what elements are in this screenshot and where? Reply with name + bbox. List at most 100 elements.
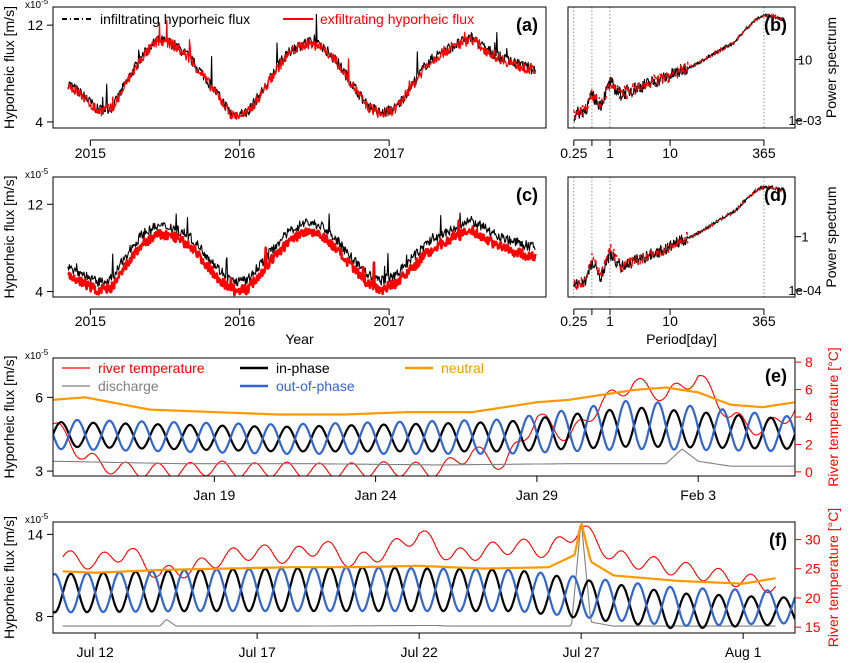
series-line-neutral	[62, 523, 776, 585]
y-tick-label: 12	[27, 17, 43, 33]
x-tick-label: 0.25	[560, 145, 587, 161]
y2-tick-label: 30	[805, 532, 821, 548]
y2-tick-label: 25	[805, 561, 821, 577]
legend-label-exfiltrating: exfiltrating hyporheic flux	[320, 11, 474, 27]
y2-tick-label: 6	[805, 382, 813, 398]
x-tick-label: Jul 27	[562, 644, 600, 660]
series-line-river-temperature	[62, 525, 777, 594]
series-line-discharge	[62, 525, 776, 627]
legend-label: river temperature	[98, 360, 205, 376]
legend-label: in-phase	[276, 360, 330, 376]
plot-frame	[52, 176, 547, 298]
x-tick-label: 2015	[75, 313, 106, 329]
plot-area-c	[67, 212, 537, 297]
spectrum-line-infiltrating	[573, 184, 785, 289]
legend-label: out-of-phase	[276, 378, 355, 394]
series-line-exfiltrating	[67, 19, 537, 120]
x-tick-label: Jul 12	[76, 644, 114, 660]
y-multiplier: x10-5	[25, 512, 49, 526]
legend-panel-e: river temperature discharge in-phase out-of…	[62, 360, 484, 394]
y-axis-label: Hyporheic flux [m/s]	[1, 176, 17, 299]
x-tick-label: Aug 1	[725, 644, 762, 660]
series-line-out-of-phase	[53, 566, 795, 627]
x-tick-label: 2017	[374, 313, 405, 329]
spectrum-line-exfiltrating	[573, 184, 785, 293]
x-tick-label: Jan 29	[516, 487, 558, 503]
spectrum-line-infiltrating	[573, 13, 785, 123]
y-tick-label: 1	[801, 230, 808, 245]
x-axis-label: Year	[285, 331, 314, 347]
x-tick-label: 0.25	[560, 313, 587, 329]
y2-tick-label: 2	[805, 436, 813, 452]
y-tick-label: 4	[35, 284, 43, 300]
y-tick-label: 6	[35, 389, 43, 405]
panel-label: (b)	[764, 15, 787, 35]
panel-e: Jan 19 Jan 24 Jan 29 Feb 3 3 6 x10-5 Hyporheic …	[1, 347, 841, 503]
panel-label: (e)	[765, 366, 787, 386]
y2-tick-label: 20	[805, 590, 821, 606]
series-line-in-phase	[53, 566, 795, 630]
plot-area-b	[573, 7, 786, 128]
y2-tick-label: 4	[805, 409, 813, 425]
y-tick-label: 10	[798, 53, 812, 68]
y2-tick-label: 0	[805, 464, 813, 480]
spectrum-line-exfiltrating	[573, 13, 786, 121]
x-tick-label: Jul 17	[238, 644, 276, 660]
x-tick-label: Jan 24	[355, 487, 397, 503]
x-axis-label: Period[day]	[646, 331, 717, 347]
series-line-out-of-phase	[53, 399, 795, 455]
x-tick-label: 10	[662, 313, 678, 329]
plot-area-f	[53, 523, 795, 630]
panel-a: 2015 2016 2017 4 12 x10-5 Hyporheic flux [m/s]…	[1, 0, 547, 161]
y-tick-label: 8	[35, 609, 43, 625]
plot-frame	[52, 6, 547, 129]
x-tick-label: Feb 3	[680, 487, 716, 503]
y-multiplier: x10-5	[25, 0, 49, 11]
panel-label: (f)	[769, 530, 787, 550]
y-tick-label: 12	[27, 196, 43, 212]
x-tick-label: Jan 19	[193, 487, 235, 503]
plot-frame	[567, 6, 796, 129]
panel-d: 0.25 1 10 365 1e-04 1 Power spectrum (d) Period[…	[560, 176, 839, 347]
y-axis-label: Hyporheic flux [m/s]	[1, 516, 17, 639]
y-multiplier: x10-5	[25, 167, 49, 181]
y-axis-label: Hyporheic flux [m/s]	[1, 6, 17, 129]
x-tick-label: 2017	[374, 145, 405, 161]
panel-label: (a)	[516, 15, 538, 35]
panel-label: (d)	[764, 185, 787, 205]
y2-axis-label: River temperature [°C]	[825, 347, 841, 486]
y2-axis-label: River temperature [°C]	[825, 508, 841, 647]
y-axis-label: Power spectrum	[823, 17, 839, 118]
panel-label: (c)	[516, 185, 538, 205]
panel-c: 2015 2016 2017 4 12 x10-5 Hyporheic flux [m/s]…	[1, 167, 547, 347]
plot-frame	[52, 521, 796, 634]
y-axis-label: Power spectrum	[823, 186, 839, 287]
series-line-neutral	[53, 386, 795, 416]
x-tick-label: 365	[752, 313, 776, 329]
legend-label: discharge	[98, 378, 159, 394]
y2-tick-label: 15	[805, 619, 821, 635]
y-tick-label: 3	[35, 463, 43, 479]
y-tick-label: 14	[27, 526, 43, 542]
y-multiplier: x10-5	[25, 348, 49, 362]
y-tick-label: 1e-04	[788, 283, 821, 298]
legend-panel-a: infiltrating hyporheic flux exfiltrating …	[62, 11, 474, 27]
series-line-in-phase	[53, 406, 795, 453]
plot-area-e	[53, 375, 795, 476]
plot-area-a	[67, 13, 537, 120]
series-line-river-temperature	[53, 375, 795, 476]
series-line-infiltrating	[67, 13, 537, 120]
y-axis-label: Hyporheic flux [m/s]	[1, 356, 17, 479]
panel-b: 0.25 1 10 365 1e-03 10 Power spectrum (b)	[560, 6, 839, 161]
legend-label: neutral	[441, 360, 484, 376]
legend-label-infiltrating: infiltrating hyporheic flux	[100, 11, 250, 27]
x-tick-label: 1	[606, 145, 614, 161]
plot-area-d	[573, 177, 785, 297]
y-tick-label: 1e-03	[788, 113, 821, 128]
series-line-exfiltrating	[67, 219, 537, 297]
y-tick-label: 4	[35, 114, 43, 130]
series-line-discharge	[53, 448, 795, 467]
x-tick-label: 2016	[224, 145, 255, 161]
